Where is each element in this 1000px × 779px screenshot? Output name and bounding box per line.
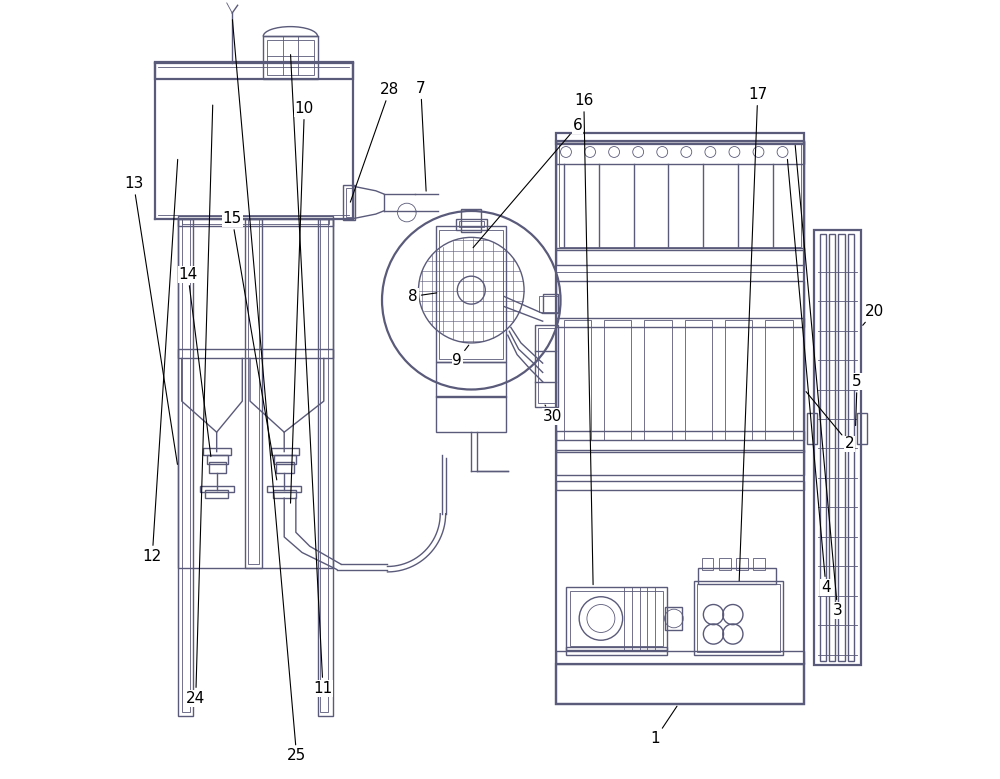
Bar [556,651,804,664]
Bar [273,491,296,499]
Bar [538,328,555,404]
Bar [820,234,826,661]
Bar [556,133,804,144]
Bar [556,431,804,440]
Bar [207,455,228,464]
Bar [564,319,591,440]
Bar [570,591,663,646]
Bar [245,219,262,568]
Bar [436,396,506,432]
Bar [267,41,314,75]
Text: 28: 28 [350,83,399,202]
Bar [644,319,672,440]
Text: 25: 25 [232,19,306,763]
Bar [556,141,804,704]
Text: 20: 20 [863,305,884,326]
Bar [725,319,752,440]
Text: 12: 12 [143,160,178,564]
Bar [857,413,867,444]
Bar [461,209,481,232]
Bar [556,141,804,250]
Bar [556,141,804,164]
Bar [838,234,845,661]
Bar [200,486,234,492]
Bar [556,481,804,491]
Text: 24: 24 [186,105,213,706]
Bar [276,463,294,473]
Bar [274,455,296,464]
Bar [155,62,353,79]
Bar [753,558,765,569]
Bar [535,325,558,407]
Bar [685,319,712,440]
Bar [436,362,506,397]
Bar [456,219,487,230]
Text: 15: 15 [223,211,277,480]
Bar [566,647,667,655]
Bar [459,221,484,227]
Bar [814,231,861,665]
Bar [556,450,804,475]
Bar [346,188,353,217]
Text: 5: 5 [852,374,862,425]
Bar [848,234,854,661]
Bar [665,607,682,630]
Bar [697,584,780,652]
Bar [719,558,731,569]
Text: 9: 9 [452,345,469,368]
Bar [439,230,503,359]
Bar [203,448,231,456]
Text: 17: 17 [739,87,767,581]
Text: 16: 16 [574,93,594,585]
Bar [248,219,259,564]
Text: 1: 1 [650,707,677,746]
Text: 11: 11 [291,55,333,696]
Text: 6: 6 [473,118,582,248]
Text: 13: 13 [124,176,177,464]
Bar [556,318,804,327]
Bar [807,413,817,444]
Bar [209,463,226,473]
Bar [556,272,804,280]
Text: 7: 7 [416,81,426,191]
Bar [205,491,228,499]
Bar [604,319,631,440]
Bar [539,295,558,312]
Bar [267,486,301,492]
Text: 10: 10 [291,101,314,503]
Bar [702,558,713,569]
Text: 4: 4 [787,160,831,595]
Bar [694,581,783,655]
Text: 2: 2 [806,392,854,451]
Bar [271,448,299,456]
Text: 14: 14 [178,267,211,456]
Bar [543,294,558,313]
Bar [556,280,804,452]
Text: 8: 8 [408,289,437,304]
Bar [318,219,333,716]
Bar [182,218,329,224]
Bar [343,185,355,220]
Bar [829,234,835,661]
Bar [178,219,193,716]
Bar [182,219,190,712]
Bar [698,568,776,583]
Text: 30: 30 [543,405,562,425]
Bar [178,219,333,568]
Text: 3: 3 [795,146,843,619]
Bar [178,216,333,227]
Bar [736,558,748,569]
Bar [559,144,801,247]
Bar [556,249,804,266]
Bar [263,37,318,79]
Bar [320,219,328,712]
Bar [566,587,667,650]
Bar [178,349,333,358]
Bar [765,319,793,440]
Bar [556,664,804,704]
Bar [436,227,506,362]
